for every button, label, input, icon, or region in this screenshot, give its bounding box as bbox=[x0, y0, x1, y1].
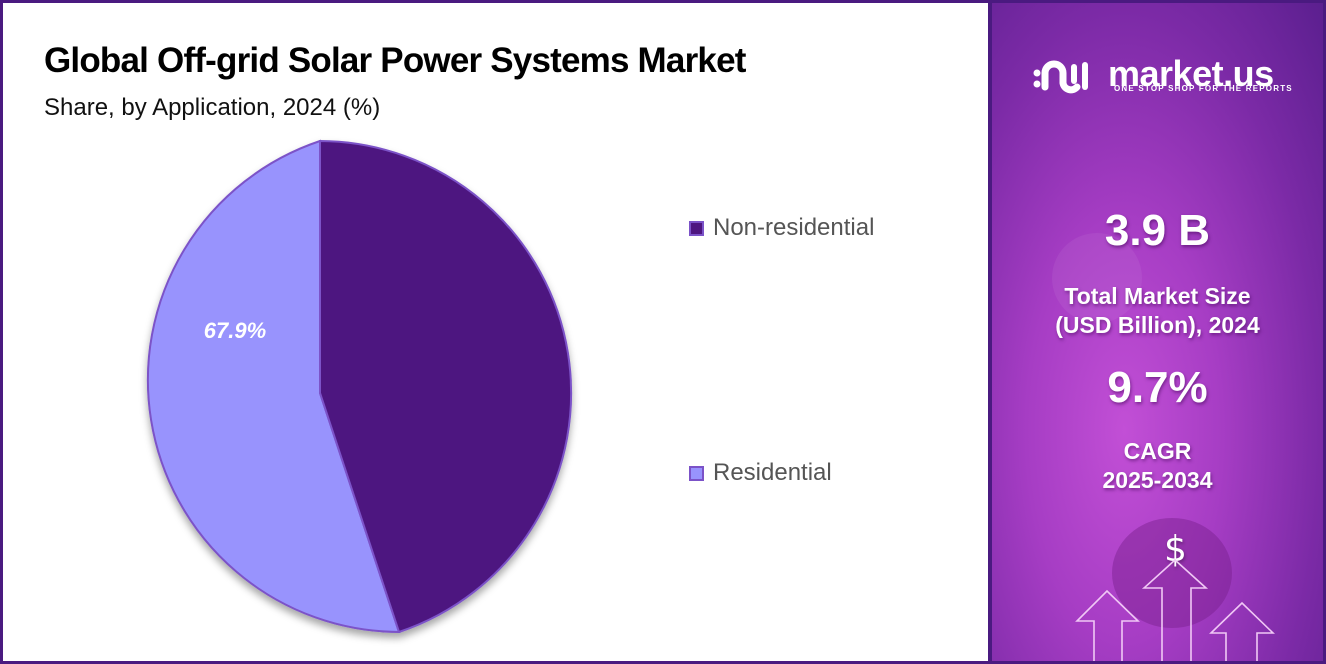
chart-panel: Global Off-grid Solar Power Systems Mark… bbox=[3, 3, 988, 661]
growth-arrows-icon bbox=[1075, 558, 1275, 661]
market-size-label-line2: (USD Billion), 2024 bbox=[1055, 312, 1260, 338]
cagr-period: 2025-2034 bbox=[1102, 467, 1213, 493]
cagr-label: CAGR bbox=[1123, 438, 1192, 464]
pie-slice-residential bbox=[146, 139, 401, 634]
legend-item-non-residential: Non-residential bbox=[689, 214, 874, 242]
cagr-value: 9.7% bbox=[1107, 363, 1208, 412]
legend-label: Non-residential bbox=[713, 214, 875, 241]
market-size-label-line1: Total Market Size bbox=[1064, 283, 1251, 309]
pie-slice-non-residential bbox=[319, 139, 573, 634]
dollar-icon: $ bbox=[1164, 529, 1187, 570]
background-cup-shape bbox=[1112, 518, 1232, 628]
pie-chart: 67.9% bbox=[146, 139, 573, 634]
background-blob bbox=[1052, 233, 1142, 323]
market-size-value: 3.9 B bbox=[1104, 206, 1211, 255]
pie-label-residential: 67.9% bbox=[204, 318, 266, 343]
brand-tagline: ONE STOP SHOP FOR THE REPORTS bbox=[1114, 84, 1293, 93]
chart-subtitle: Share, by Application, 2024 (%) bbox=[44, 94, 381, 121]
legend-swatch-residential bbox=[689, 465, 704, 481]
summary-panel: market.us ONE STOP SHOP FOR THE REPORTS … bbox=[992, 3, 1323, 661]
chart-title: Global Off-grid Solar Power Systems Mark… bbox=[44, 41, 746, 80]
market-us-logo-icon bbox=[1033, 60, 1088, 94]
brand-logo: market.us ONE STOP SHOP FOR THE REPORTS bbox=[1032, 51, 1292, 97]
legend-swatch-non-residential bbox=[689, 220, 704, 236]
legend-item-residential: Residential bbox=[689, 459, 832, 487]
brand-name: market.us bbox=[1108, 53, 1274, 94]
legend-label: Residential bbox=[713, 459, 832, 486]
